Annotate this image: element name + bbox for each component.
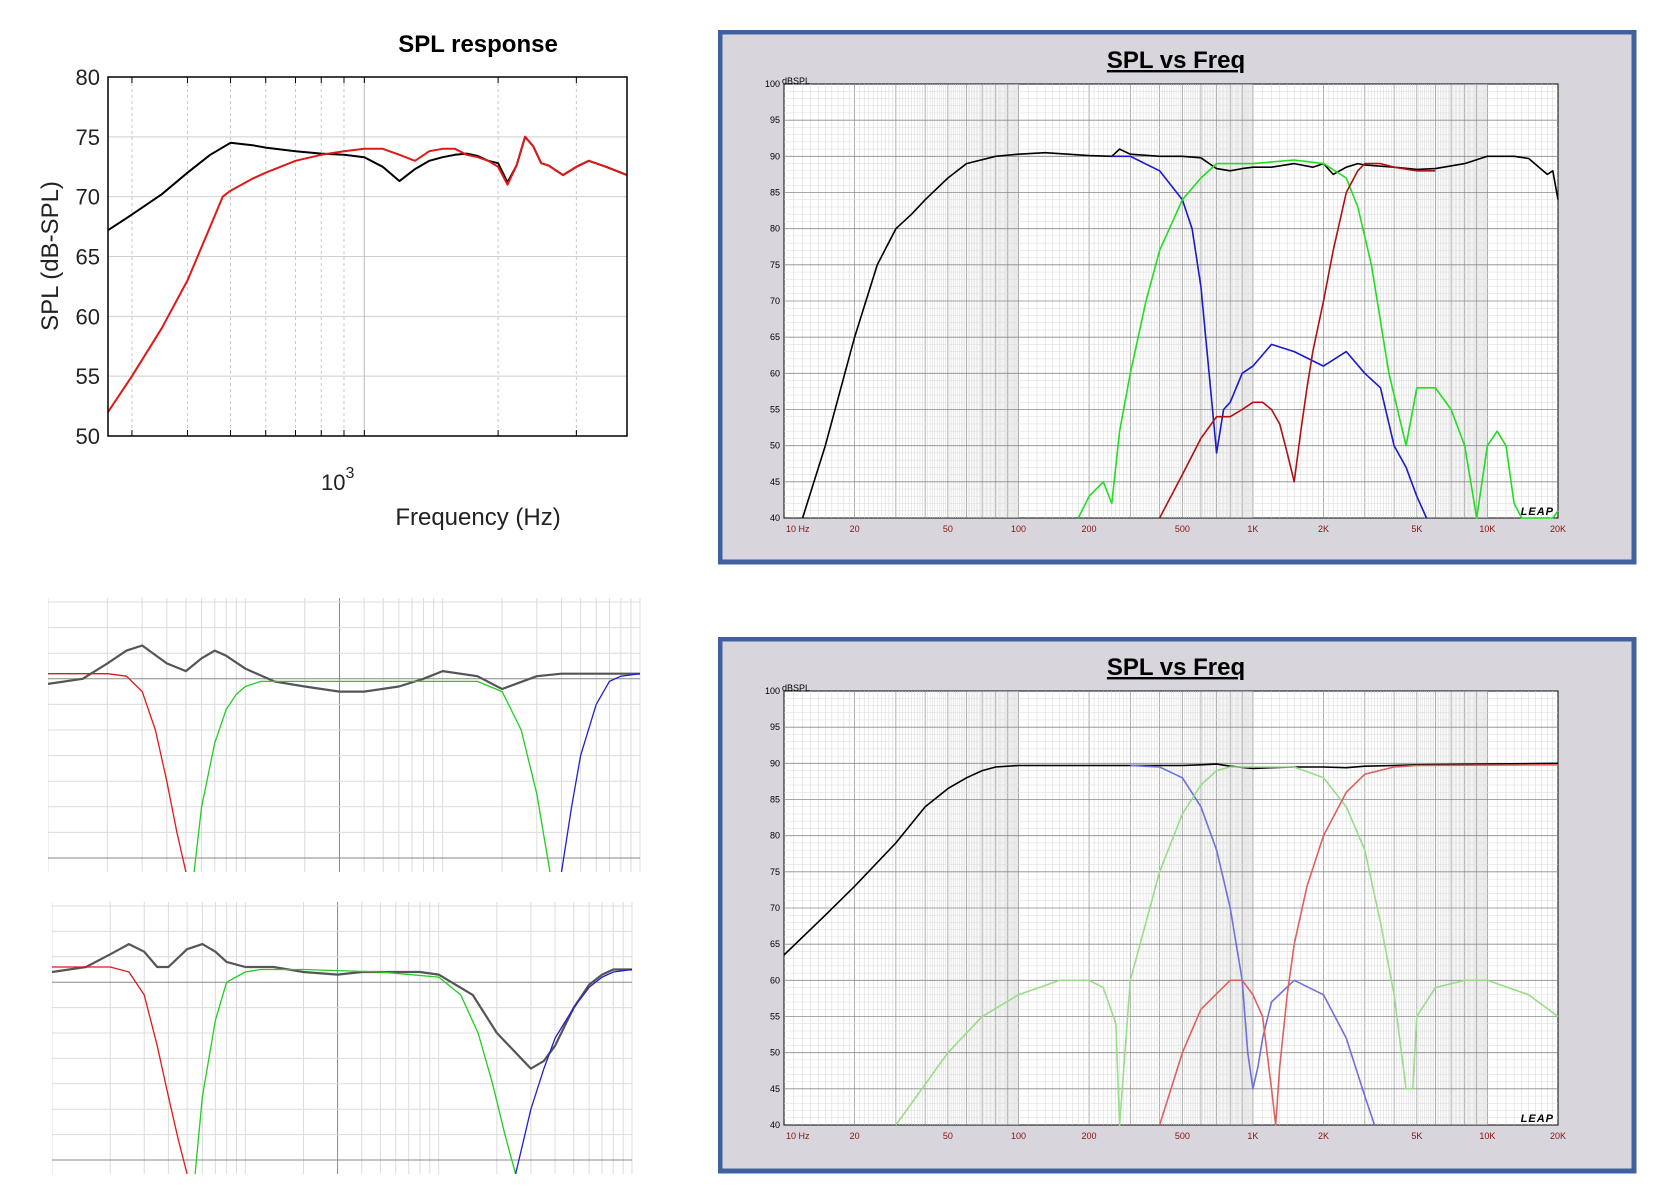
x-axis-label: Frequency (Hz)	[395, 504, 560, 531]
gray-series-line-2	[194, 968, 517, 1175]
leap-y-tick-label: 95	[770, 722, 780, 732]
leap-y-tick-label: 85	[770, 188, 780, 198]
y-tick-label: 75	[76, 125, 100, 150]
leap-chart-top: SPL vs Freq dBSPL 100 95 90 85 80 75 70 65 60 55 5…	[717, 29, 1638, 566]
leap-y-tick-label: 95	[770, 115, 780, 125]
leap-y-tick-label: 40	[770, 513, 780, 523]
leap-y-tick-label: 45	[770, 1084, 780, 1094]
gray-series-line-1	[48, 673, 187, 873]
leap-plot-bottom: SPL vs Freq dBSPL 100 95 90 85 80 75 70 65 60 55 5…	[717, 636, 1637, 1174]
gray-plot-top	[47, 598, 641, 873]
leap-y-tick-label: 50	[770, 1048, 780, 1058]
gray-series-line-2	[193, 680, 551, 873]
leap-y-tick-label: 50	[770, 441, 780, 451]
x-tick-label-1000: 103	[321, 465, 354, 495]
leap-y-unit: dBSPL	[782, 76, 810, 86]
plot-frame	[107, 76, 628, 437]
y-tick-label: 50	[76, 424, 100, 449]
leap-y-tick-label: 90	[770, 151, 780, 161]
leap-x-tick-label: 2K	[1318, 1131, 1329, 1141]
leap-chart-bottom: SPL vs Freq dBSPL 100 95 90 85 80 75 70 65 60 55 5…	[717, 636, 1638, 1175]
leap-y-tick-label: 70	[770, 296, 780, 306]
leap-logo: LEAP	[1521, 506, 1554, 518]
spl-response-chart: SPL response 50 55 60 65 70 75 80 103 Frequenc…	[0, 0, 640, 540]
leap-x-tick-label: 500	[1175, 1131, 1190, 1141]
leap-x-tick-label: 5K	[1411, 524, 1422, 534]
leap-y-tick-label: 55	[770, 405, 780, 415]
leap-x-tick-label: 100	[1011, 524, 1026, 534]
leap-x-tick-label: 10 Hz	[786, 1131, 810, 1141]
leap-x-tick-label: 10 Hz	[786, 524, 810, 534]
leap-y-unit: dBSPL	[782, 683, 810, 693]
leap-x-tick-label: 1K	[1247, 524, 1258, 534]
leap-y-tick-label: 100	[765, 79, 780, 89]
gray-grid	[51, 902, 633, 1174]
gray-series-line-0	[51, 942, 632, 1070]
leap-x-tick-label: 2K	[1318, 524, 1329, 534]
leap-x-tick-label: 20	[850, 1131, 860, 1141]
leap-x-tick-label: 10K	[1479, 1131, 1495, 1141]
spl-response-plot: SPL response 50 55 60 65 70 75 80 103 Frequenc…	[37, 31, 628, 531]
leap-x-tick-label: 200	[1082, 1131, 1097, 1141]
leap-y-tick-label: 85	[770, 795, 780, 805]
gray-chart-bottom	[51, 902, 636, 1175]
leap-y-tick-label: 80	[770, 831, 780, 841]
leap-x-tick-label: 20K	[1550, 1131, 1566, 1141]
y-tick-label: 65	[76, 245, 100, 270]
leap-x-tick-label: 500	[1175, 524, 1190, 534]
leap-series-line-1	[1130, 764, 1376, 1126]
leap-series-line-1	[1111, 155, 1428, 519]
leap-x-tick-label: 10K	[1479, 524, 1495, 534]
leap-title: SPL vs Freq	[1107, 47, 1245, 74]
leap-y-tick-label: 75	[770, 867, 780, 877]
leap-x-tick-label: 100	[1011, 1131, 1026, 1141]
gray-series-line-3	[560, 673, 641, 873]
leap-series-line-2	[895, 766, 1559, 1126]
leap-y-tick-label: 65	[770, 332, 780, 342]
leap-series-line-3	[1158, 162, 1436, 519]
leap-y-tick-label: 90	[770, 758, 780, 768]
leap-series-line-0	[783, 762, 1559, 956]
leap-series-line-3	[1158, 764, 1559, 1126]
leap-y-tick-label: 65	[770, 939, 780, 949]
y-tick-label: 80	[76, 65, 100, 90]
leap-y-tick-label: 80	[770, 224, 780, 234]
leap-series-line-2	[1077, 159, 1559, 519]
series-line-1	[107, 135, 628, 413]
gray-plot-bottom	[51, 902, 633, 1175]
gray-series-line-0	[47, 644, 640, 693]
leap-y-tick-label: 40	[770, 1120, 780, 1130]
gray-grid	[47, 598, 641, 872]
leap-y-tick-label: 45	[770, 477, 780, 487]
leap-x-tick-label: 50	[943, 1131, 953, 1141]
leap-x-tick-label: 1K	[1247, 1131, 1258, 1141]
leap-y-tick-label: 75	[770, 260, 780, 270]
y-tick-label: 60	[76, 304, 100, 329]
leap-x-tick-label: 20	[850, 524, 860, 534]
leap-x-tick-label: 200	[1082, 524, 1097, 534]
leap-y-tick-label: 100	[765, 686, 780, 696]
y-tick-label: 70	[76, 185, 100, 210]
leap-logo: LEAP	[1521, 1113, 1554, 1125]
series-line-0	[107, 135, 628, 232]
gray-chart-top	[47, 598, 644, 873]
leap-series-line-0	[801, 148, 1559, 519]
leap-y-tick-label: 60	[770, 368, 780, 378]
y-tick-label: 55	[76, 364, 100, 389]
gray-series-line-3	[514, 968, 633, 1175]
leap-y-tick-label: 55	[770, 1012, 780, 1022]
leap-x-tick-label: 5K	[1411, 1131, 1422, 1141]
chart-title: SPL response	[398, 31, 558, 58]
leap-x-tick-label: 50	[943, 524, 953, 534]
gray-series-line-1	[52, 966, 188, 1175]
leap-title: SPL vs Freq	[1107, 654, 1245, 681]
leap-y-tick-label: 60	[770, 975, 780, 985]
y-axis-label: SPL (dB-SPL)	[37, 181, 64, 331]
leap-y-tick-label: 70	[770, 903, 780, 913]
leap-x-tick-label: 20K	[1550, 524, 1566, 534]
leap-plot-top: SPL vs Freq dBSPL 100 95 90 85 80 75 70 65 60 55 5…	[717, 29, 1637, 565]
